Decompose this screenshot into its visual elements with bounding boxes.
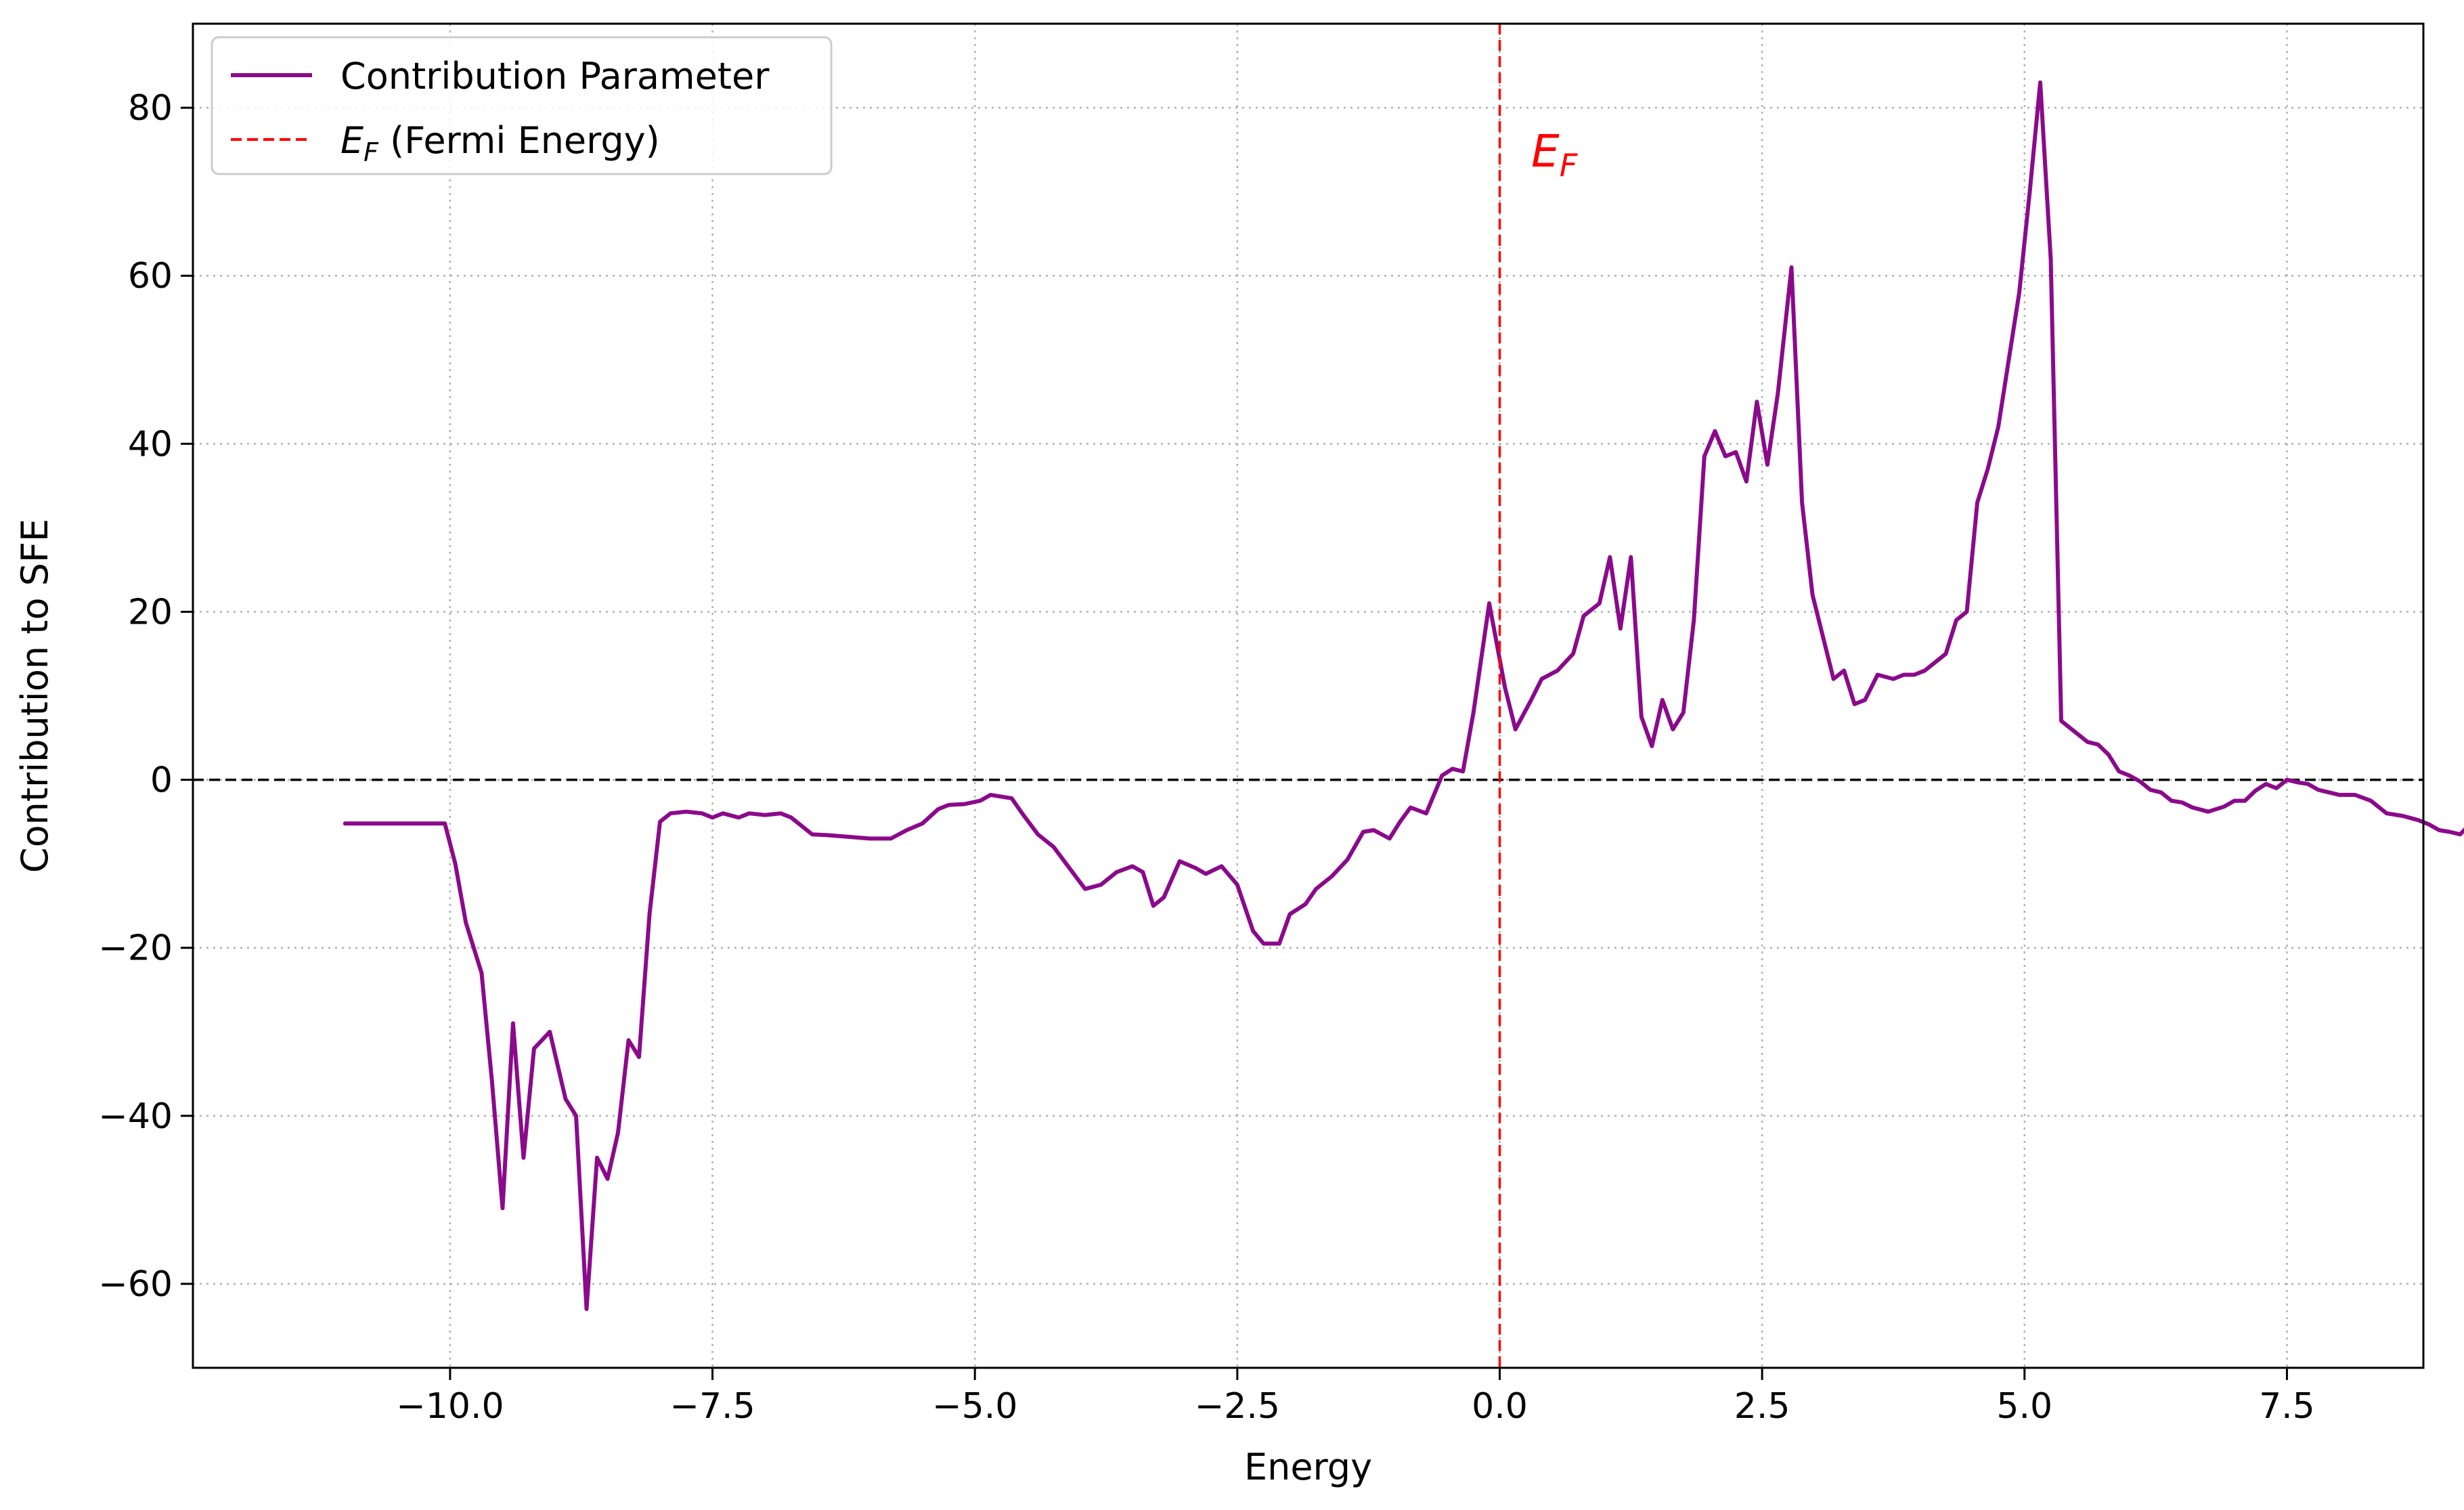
contribution-parameter-line <box>343 80 2464 1312</box>
y-tick-label: 20 <box>128 592 173 632</box>
y-axis-label: Contribution to SFE <box>14 519 56 873</box>
legend-label-subscript: F <box>364 137 379 167</box>
y-tick-label: 0 <box>150 760 173 801</box>
annotation-main: E <box>1531 125 1560 177</box>
x-tick-label: −10.0 <box>396 1386 504 1427</box>
y-tick-label: 60 <box>128 256 173 297</box>
x-tick-label: −5.0 <box>932 1386 1017 1427</box>
x-tick-label: 5.0 <box>1996 1386 2052 1427</box>
legend-label-main: E <box>340 119 364 162</box>
x-axis-label: Energy <box>1244 1446 1372 1488</box>
x-tick-label: −7.5 <box>669 1386 755 1427</box>
x-axis-ticks: −10.0 −7.5 −5.0 −2.5 0.0 2.5 5.0 7.5 <box>396 1368 2315 1427</box>
y-tick-label: −40 <box>98 1096 173 1137</box>
y-tick-label: 80 <box>128 88 173 129</box>
annotations: EF <box>1531 125 1578 184</box>
x-tick-label: −2.5 <box>1195 1386 1280 1427</box>
y-tick-label: 40 <box>128 424 173 465</box>
legend-box <box>211 36 833 175</box>
legend-label-rest: (Fermi Energy) <box>378 119 660 162</box>
grid-lines <box>193 24 2423 1368</box>
x-tick-label: 2.5 <box>1734 1386 1790 1427</box>
x-tick-label: 0.0 <box>1472 1386 1528 1427</box>
y-axis-ticks: −60 −40 −20 0 20 40 60 80 <box>98 88 193 1305</box>
legend-label: EF (Fermi Energy) <box>340 119 660 167</box>
annotation-subscript: F <box>1560 147 1578 184</box>
plot-frame <box>192 22 2425 1369</box>
series-layer <box>343 80 2464 1312</box>
x-tick-label: 7.5 <box>2259 1386 2315 1427</box>
legend: Contribution Parameter EF (Fermi Energy) <box>211 36 833 175</box>
legend-label: Contribution Parameter <box>340 55 770 98</box>
y-tick-label: −60 <box>98 1264 173 1305</box>
y-tick-label: −20 <box>98 928 173 969</box>
fermi-energy-annotation: EF <box>1531 125 1578 184</box>
